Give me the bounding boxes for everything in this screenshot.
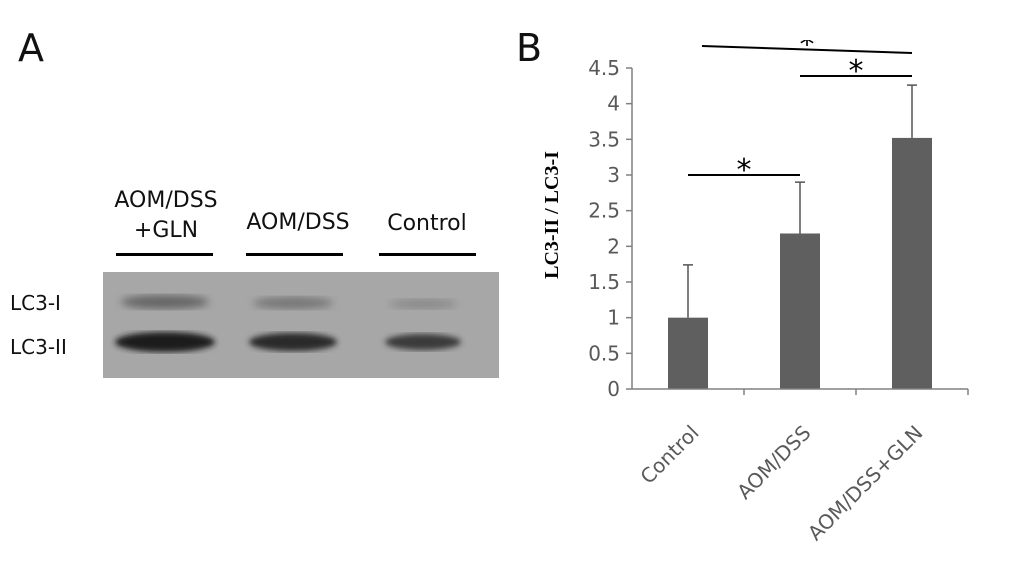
western-blot-image [103, 272, 499, 378]
y-tick-label: 2.5 [588, 199, 620, 223]
significance-line-2 [701, 45, 913, 54]
error-bars-layer [683, 84, 917, 318]
y-tick-label: 1.5 [588, 270, 620, 294]
lane-bar-3 [379, 253, 476, 256]
bars-layer [668, 137, 932, 389]
bar-1 [780, 233, 820, 389]
y-tick-label: 2 [607, 234, 620, 258]
bar-0 [668, 317, 708, 389]
y-tick-label: 4.5 [588, 56, 620, 80]
lane-label-1-line1: AOM/DSS [114, 188, 218, 213]
panel-b-letter: B [516, 26, 543, 70]
bar-chart: * * * 0 0.5 1 1.5 2 2.5 3 3.5 4 4.5 Control AOM/DSSA… [541, 40, 969, 546]
lane-label-3: Control [362, 209, 492, 239]
lane-label-1-line2: +GLN [133, 218, 199, 243]
significance-star-1: * [849, 54, 864, 89]
x-tick-label-1: AOM/DSS [732, 421, 815, 504]
bar-2 [892, 137, 932, 389]
y-ticks-layer: 0 0.5 1 1.5 2 2.5 3 3.5 4 4.5 [588, 56, 632, 401]
y-tick-label: 4 [607, 92, 620, 116]
axes-layer [631, 68, 969, 395]
lane-label-1: AOM/DSS +GLN [101, 186, 231, 246]
y-tick-label: 0.5 [588, 341, 620, 365]
x-tick-label-0: Control [635, 421, 703, 489]
band-label-lc3-ii: LC3-II [10, 335, 67, 359]
x-tick-label-2: AOM/DSS+GLN [803, 421, 928, 546]
significance-star-2: * [800, 40, 815, 63]
y-tick-label: 0 [607, 377, 620, 401]
lane-label-3-line1: Control [387, 211, 467, 236]
lane-bar-2 [246, 253, 343, 256]
y-tick-label: 3.5 [588, 127, 620, 151]
lane-label-2-line1: AOM/DSS [246, 210, 350, 235]
lane-label-2: AOM/DSS [233, 208, 363, 238]
y-tick-label: 3 [607, 163, 620, 187]
significance-layer: * * * [688, 40, 913, 188]
y-tick-label: 1 [607, 306, 620, 330]
significance-star-0: * [737, 153, 752, 188]
band-label-lc3-i: LC3-I [10, 291, 61, 315]
y-axis-title: LC3-II / LC3-I [541, 151, 563, 279]
panel-a-letter: A [18, 26, 44, 70]
lane-bar-1 [116, 253, 213, 256]
